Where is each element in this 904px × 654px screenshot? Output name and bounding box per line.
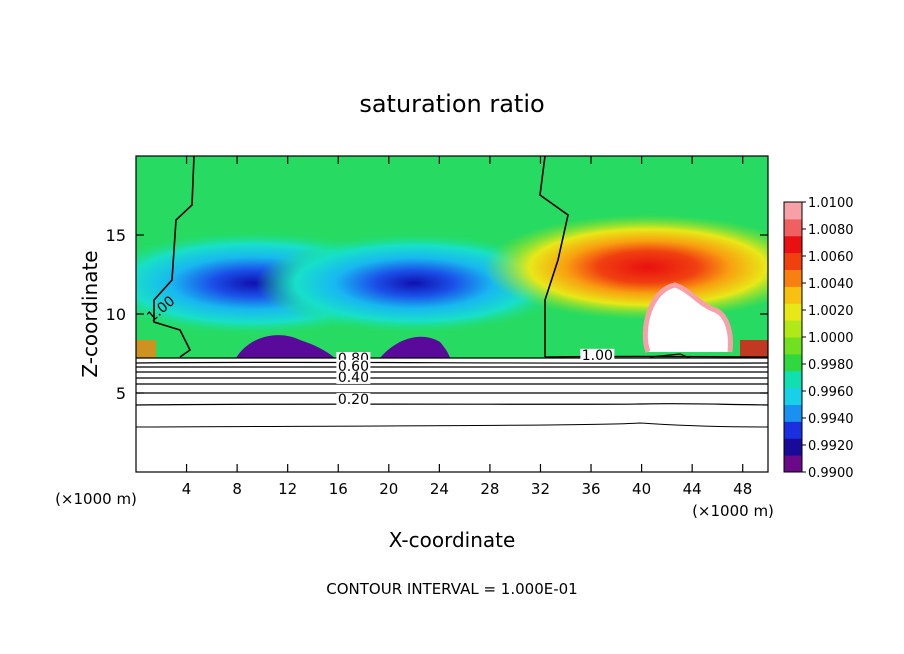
contour-line-08 xyxy=(136,361,768,364)
colorbar-label: 1.0100 xyxy=(808,196,854,211)
x-tick-label: 48 xyxy=(733,480,752,498)
x-tick-label: 44 xyxy=(683,480,702,498)
contour-interval-footer: CONTOUR INTERVAL = 1.000E-01 xyxy=(326,580,577,598)
colorbar-swatch xyxy=(784,353,802,372)
colorbar-swatch xyxy=(784,320,802,338)
colorbar-label: 0.9940 xyxy=(808,412,854,427)
y-tick-label: 5 xyxy=(116,384,126,403)
field-saturated-right xyxy=(645,285,731,352)
x-tick-label: 40 xyxy=(632,480,651,498)
x-unit-right: (×1000 m) xyxy=(692,502,774,520)
contour-line-06 xyxy=(136,371,768,373)
plot-area xyxy=(136,156,768,428)
x-tick-label: 8 xyxy=(232,480,242,498)
colorbar-label: 1.0060 xyxy=(808,250,854,265)
x-unit-left: (×1000 m) xyxy=(55,490,137,508)
contour-line-07 xyxy=(136,366,768,368)
y-axis-label: Z-coordinate xyxy=(78,250,102,377)
contour-line-1-lower xyxy=(544,355,768,358)
colorbar-swatch xyxy=(784,235,802,254)
colorbar-swatch xyxy=(784,252,802,270)
contour-label-bg xyxy=(580,348,615,362)
contour-label: 1.00 xyxy=(582,348,613,364)
x-axis: 4 8 12 16 20 24 28 32 36 40 44 48 xyxy=(182,156,752,498)
x-tick-label: 32 xyxy=(531,480,550,498)
contour-line-02 xyxy=(136,402,768,406)
colorbar-swatch xyxy=(784,303,802,321)
contour-label: 0.20 xyxy=(338,392,369,408)
colorbar-label: 1.0040 xyxy=(808,277,854,292)
x-axis-label: X-coordinate xyxy=(389,528,516,552)
colorbar-swatch xyxy=(784,455,802,473)
colorbar-label: 0.9920 xyxy=(808,439,854,454)
x-tick-label: 28 xyxy=(480,480,499,498)
colorbar-label: 1.0000 xyxy=(808,331,854,346)
colorbar-label: 0.9960 xyxy=(808,385,854,400)
contour-label-bg xyxy=(336,359,371,373)
contour-line-01 xyxy=(136,422,768,428)
contour-labels: 1.001.000.800.600.400.20 xyxy=(144,293,615,408)
field-dry-mid xyxy=(380,336,450,358)
chart-title: saturation ratio xyxy=(359,90,544,118)
contour-label-bg xyxy=(336,393,371,407)
x-tick-label: 4 xyxy=(182,480,192,498)
field-surface-edge xyxy=(136,340,156,358)
colorbar-swatch xyxy=(784,286,802,304)
contour-line-1-mid xyxy=(539,156,569,357)
contour-line-05 xyxy=(136,377,768,379)
y-tick-label: 15 xyxy=(106,226,126,245)
colorbar-swatch xyxy=(784,387,802,405)
colorbar-label: 1.0080 xyxy=(808,223,854,238)
contour-label: 0.40 xyxy=(338,370,369,386)
x-tick-label: 20 xyxy=(379,480,398,498)
x-tick-label: 36 xyxy=(581,480,600,498)
colorbar-label: 0.9900 xyxy=(808,466,854,481)
x-tick-label: 12 xyxy=(278,480,297,498)
colorbar-label: 0.9980 xyxy=(808,358,854,373)
contour-line-03 xyxy=(136,392,768,394)
colorbar-label: 1.0020 xyxy=(808,304,854,319)
colorbar-swatch xyxy=(784,269,802,287)
field-saturated-right-edge xyxy=(642,282,733,353)
contour-label: 0.60 xyxy=(338,359,369,375)
colorbar-swatch xyxy=(784,438,802,456)
x-tick-label: 24 xyxy=(430,480,449,498)
colorbar-swatch xyxy=(784,421,802,439)
contour-line-near-surface xyxy=(649,353,691,359)
colorbar-swatch xyxy=(784,337,802,355)
y-tick-label: 10 xyxy=(106,305,126,324)
colorbar: 1.0100 1.0080 1.0060 1.0040 1.0020 1.0000 0.99… xyxy=(783,196,854,481)
field-dry-left xyxy=(236,335,335,358)
colorbar-swatch xyxy=(784,404,802,422)
field-surface-edge-right xyxy=(740,340,768,358)
contour-line-04 xyxy=(136,383,768,385)
colorbar-swatch xyxy=(784,202,802,220)
colorbar-swatch xyxy=(784,370,802,389)
contour-label-bg xyxy=(336,370,371,384)
y-axis: 5 10 15 xyxy=(106,226,768,403)
colorbar-swatch xyxy=(784,218,802,237)
x-tick-label: 16 xyxy=(329,480,348,498)
contour-line-1-left xyxy=(153,156,195,358)
